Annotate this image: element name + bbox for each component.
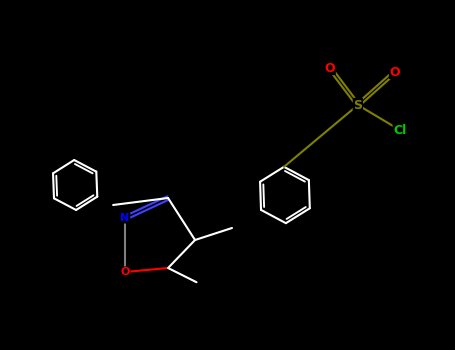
- Text: O: O: [389, 65, 400, 78]
- Text: O: O: [121, 267, 130, 277]
- Text: N: N: [121, 213, 130, 223]
- Text: O: O: [324, 62, 335, 75]
- Text: Cl: Cl: [393, 124, 406, 136]
- Text: S: S: [354, 98, 362, 112]
